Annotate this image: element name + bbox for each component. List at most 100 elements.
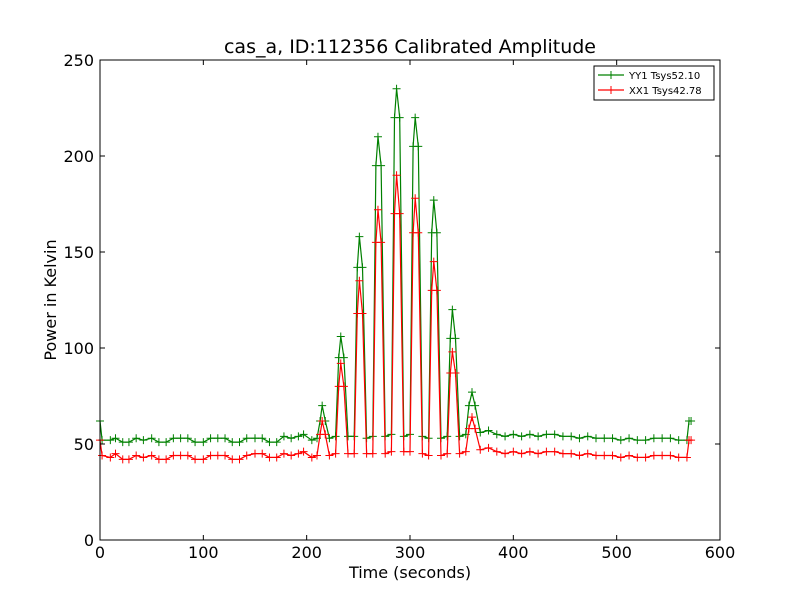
data-point <box>191 438 200 447</box>
data-point <box>258 449 267 458</box>
data-point <box>313 451 321 460</box>
x-axis-label: Time (seconds) <box>348 563 471 582</box>
y-axis-label: Power in Kelvin <box>41 239 60 360</box>
data-point <box>455 449 464 458</box>
data-point <box>411 113 420 122</box>
data-point <box>183 434 192 443</box>
data-point <box>336 359 345 368</box>
data-point <box>139 436 148 445</box>
data-point <box>443 449 452 458</box>
data-point <box>355 232 364 241</box>
data-point <box>468 413 476 422</box>
data-point <box>336 332 345 341</box>
data-point <box>355 276 364 285</box>
data-point <box>666 434 675 443</box>
data-point <box>687 416 696 425</box>
data-point <box>339 382 348 391</box>
data-point <box>199 455 208 464</box>
data-point <box>625 451 634 460</box>
data-point <box>169 451 178 460</box>
data-point <box>373 132 382 141</box>
data-point <box>132 451 141 460</box>
data-point <box>307 436 316 445</box>
data-point <box>616 453 625 462</box>
x-tick-label: 400 <box>498 543 529 562</box>
data-point <box>406 447 414 456</box>
data-point <box>139 453 148 462</box>
x-tick-label: 100 <box>188 543 219 562</box>
data-point <box>395 113 404 122</box>
data-point <box>592 451 600 460</box>
data-point <box>377 161 386 170</box>
data-point <box>411 194 420 203</box>
legend-box <box>593 65 715 101</box>
data-point <box>448 305 457 314</box>
data-point <box>235 455 244 464</box>
data-point <box>583 432 592 441</box>
data-point <box>625 434 634 443</box>
legend: YY1 Tsys52.10 XX1 Tsys42.78 <box>593 65 715 101</box>
data-point <box>169 434 178 443</box>
data-point <box>228 438 237 447</box>
data-point <box>258 434 267 443</box>
data-point <box>377 238 386 247</box>
legend-marker <box>607 86 615 94</box>
data-point <box>666 451 675 460</box>
data-point <box>213 451 222 460</box>
data-point <box>111 434 120 443</box>
data-point <box>132 434 141 443</box>
data-point <box>575 451 584 460</box>
data-point <box>235 438 244 447</box>
data-point <box>414 228 423 237</box>
y-tick-label: 0 <box>84 531 94 550</box>
data-point <box>199 438 208 447</box>
data-point <box>294 449 303 458</box>
x-tick-label: 0 <box>95 543 105 562</box>
data-point <box>432 286 441 295</box>
series-2 <box>96 171 696 464</box>
data-point <box>600 451 609 460</box>
data-point <box>299 430 308 439</box>
data-point <box>649 434 658 443</box>
data-point <box>287 434 296 443</box>
data-point <box>558 449 567 458</box>
data-point <box>206 451 215 460</box>
data-point <box>221 434 230 443</box>
data-point <box>147 434 156 443</box>
data-point <box>567 432 576 441</box>
data-point <box>583 449 592 458</box>
data-point <box>331 449 340 458</box>
data-point <box>307 453 316 462</box>
data-point <box>350 449 359 458</box>
data-point <box>558 432 567 441</box>
data-point <box>641 436 650 445</box>
data-point <box>111 449 120 458</box>
data-point <box>287 451 296 460</box>
data-point <box>265 438 274 447</box>
data-point <box>542 447 551 456</box>
data-point <box>154 455 163 464</box>
data-point <box>567 449 576 458</box>
data-point <box>162 455 171 464</box>
data-point <box>272 438 281 447</box>
data-point <box>325 434 334 443</box>
data-point <box>550 447 559 456</box>
data-point <box>476 445 485 454</box>
data-point <box>492 447 501 456</box>
data-point <box>592 434 600 443</box>
x-tick-label: 200 <box>291 543 322 562</box>
data-point <box>455 432 464 441</box>
data-point <box>658 434 667 443</box>
data-point <box>392 84 401 93</box>
data-point <box>501 432 510 441</box>
data-point <box>608 434 617 443</box>
data-point <box>658 451 667 460</box>
data-point <box>183 451 192 460</box>
data-point <box>674 453 683 462</box>
data-point <box>517 432 526 441</box>
data-point <box>213 434 222 443</box>
data-point <box>509 447 518 456</box>
data-point <box>221 451 230 460</box>
data-point <box>373 205 382 214</box>
